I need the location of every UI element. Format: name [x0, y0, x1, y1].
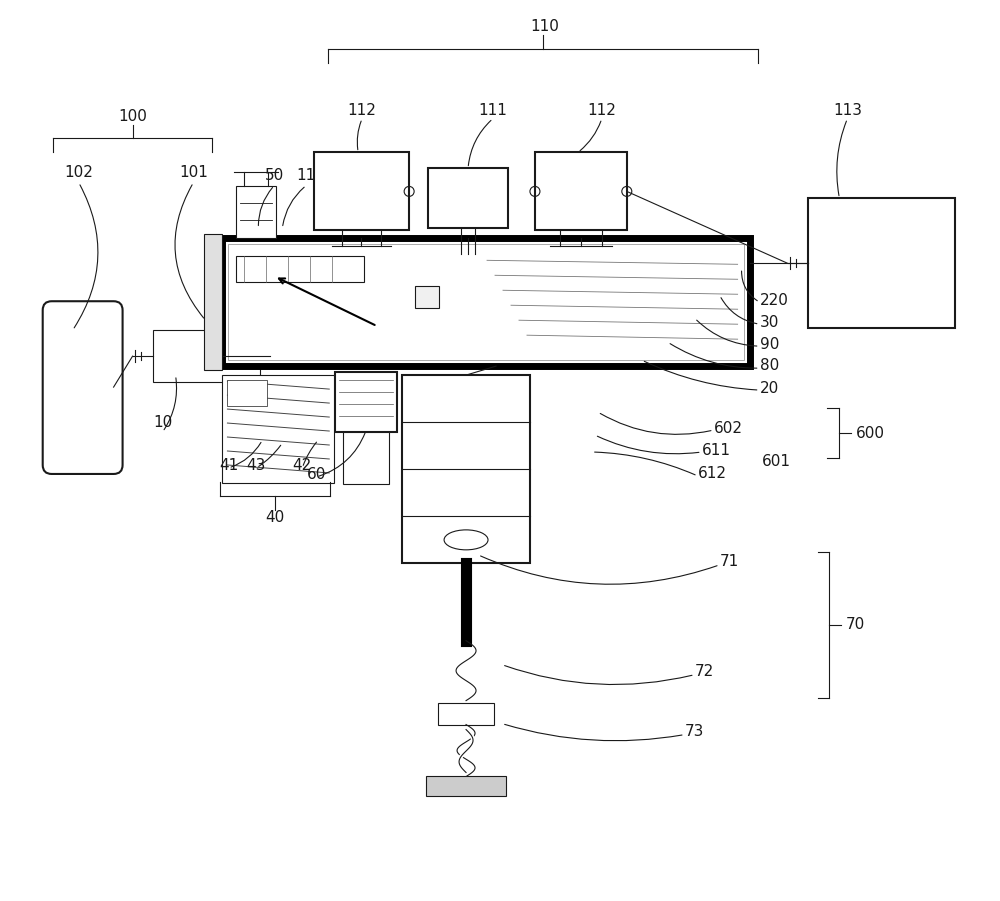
Bar [428, 168, 508, 228]
Text: 90: 90 [760, 337, 779, 351]
Text: 42: 42 [293, 459, 312, 474]
Bar [535, 152, 627, 231]
Text: 10: 10 [153, 414, 172, 430]
Text: 611: 611 [702, 442, 731, 458]
Bar [314, 152, 409, 231]
Text: 111: 111 [479, 103, 507, 118]
Text: 112: 112 [348, 103, 377, 118]
Text: 110: 110 [530, 19, 559, 34]
Text: 41: 41 [219, 459, 238, 474]
Text: 30: 30 [760, 314, 779, 330]
Text: 112: 112 [587, 103, 616, 118]
Text: 11: 11 [297, 168, 316, 183]
Text: 600: 600 [855, 425, 884, 441]
Bar [227, 380, 267, 406]
Text: 220: 220 [760, 293, 788, 308]
Text: 72: 72 [695, 664, 714, 679]
Text: 80: 80 [760, 358, 779, 373]
Bar [204, 234, 222, 370]
Text: 100: 100 [118, 109, 147, 124]
Text: 60: 60 [307, 468, 326, 482]
Bar [415, 287, 439, 308]
Text: 113: 113 [833, 103, 862, 118]
Text: 40: 40 [266, 510, 285, 525]
Text: 20: 20 [760, 380, 779, 396]
Bar [153, 330, 260, 382]
Text: 101: 101 [179, 165, 208, 180]
Bar [426, 777, 506, 796]
Ellipse shape [444, 530, 488, 550]
Bar [343, 432, 389, 484]
Text: 601: 601 [762, 454, 791, 469]
Text: 602: 602 [714, 421, 743, 435]
Text: 73: 73 [685, 724, 704, 739]
Bar [402, 375, 530, 563]
Bar [438, 703, 494, 724]
Text: 50: 50 [265, 168, 284, 183]
Text: 102: 102 [64, 165, 93, 180]
Text: 612: 612 [698, 467, 727, 481]
Bar [236, 187, 276, 239]
Bar [228, 244, 744, 360]
Bar [335, 372, 397, 432]
Bar [808, 198, 955, 328]
Text: 70: 70 [845, 617, 865, 633]
Bar [222, 239, 750, 366]
FancyBboxPatch shape [43, 301, 123, 474]
Text: 71: 71 [720, 554, 739, 569]
Bar [236, 256, 364, 282]
Text: 43: 43 [247, 459, 266, 474]
Bar [222, 375, 334, 483]
